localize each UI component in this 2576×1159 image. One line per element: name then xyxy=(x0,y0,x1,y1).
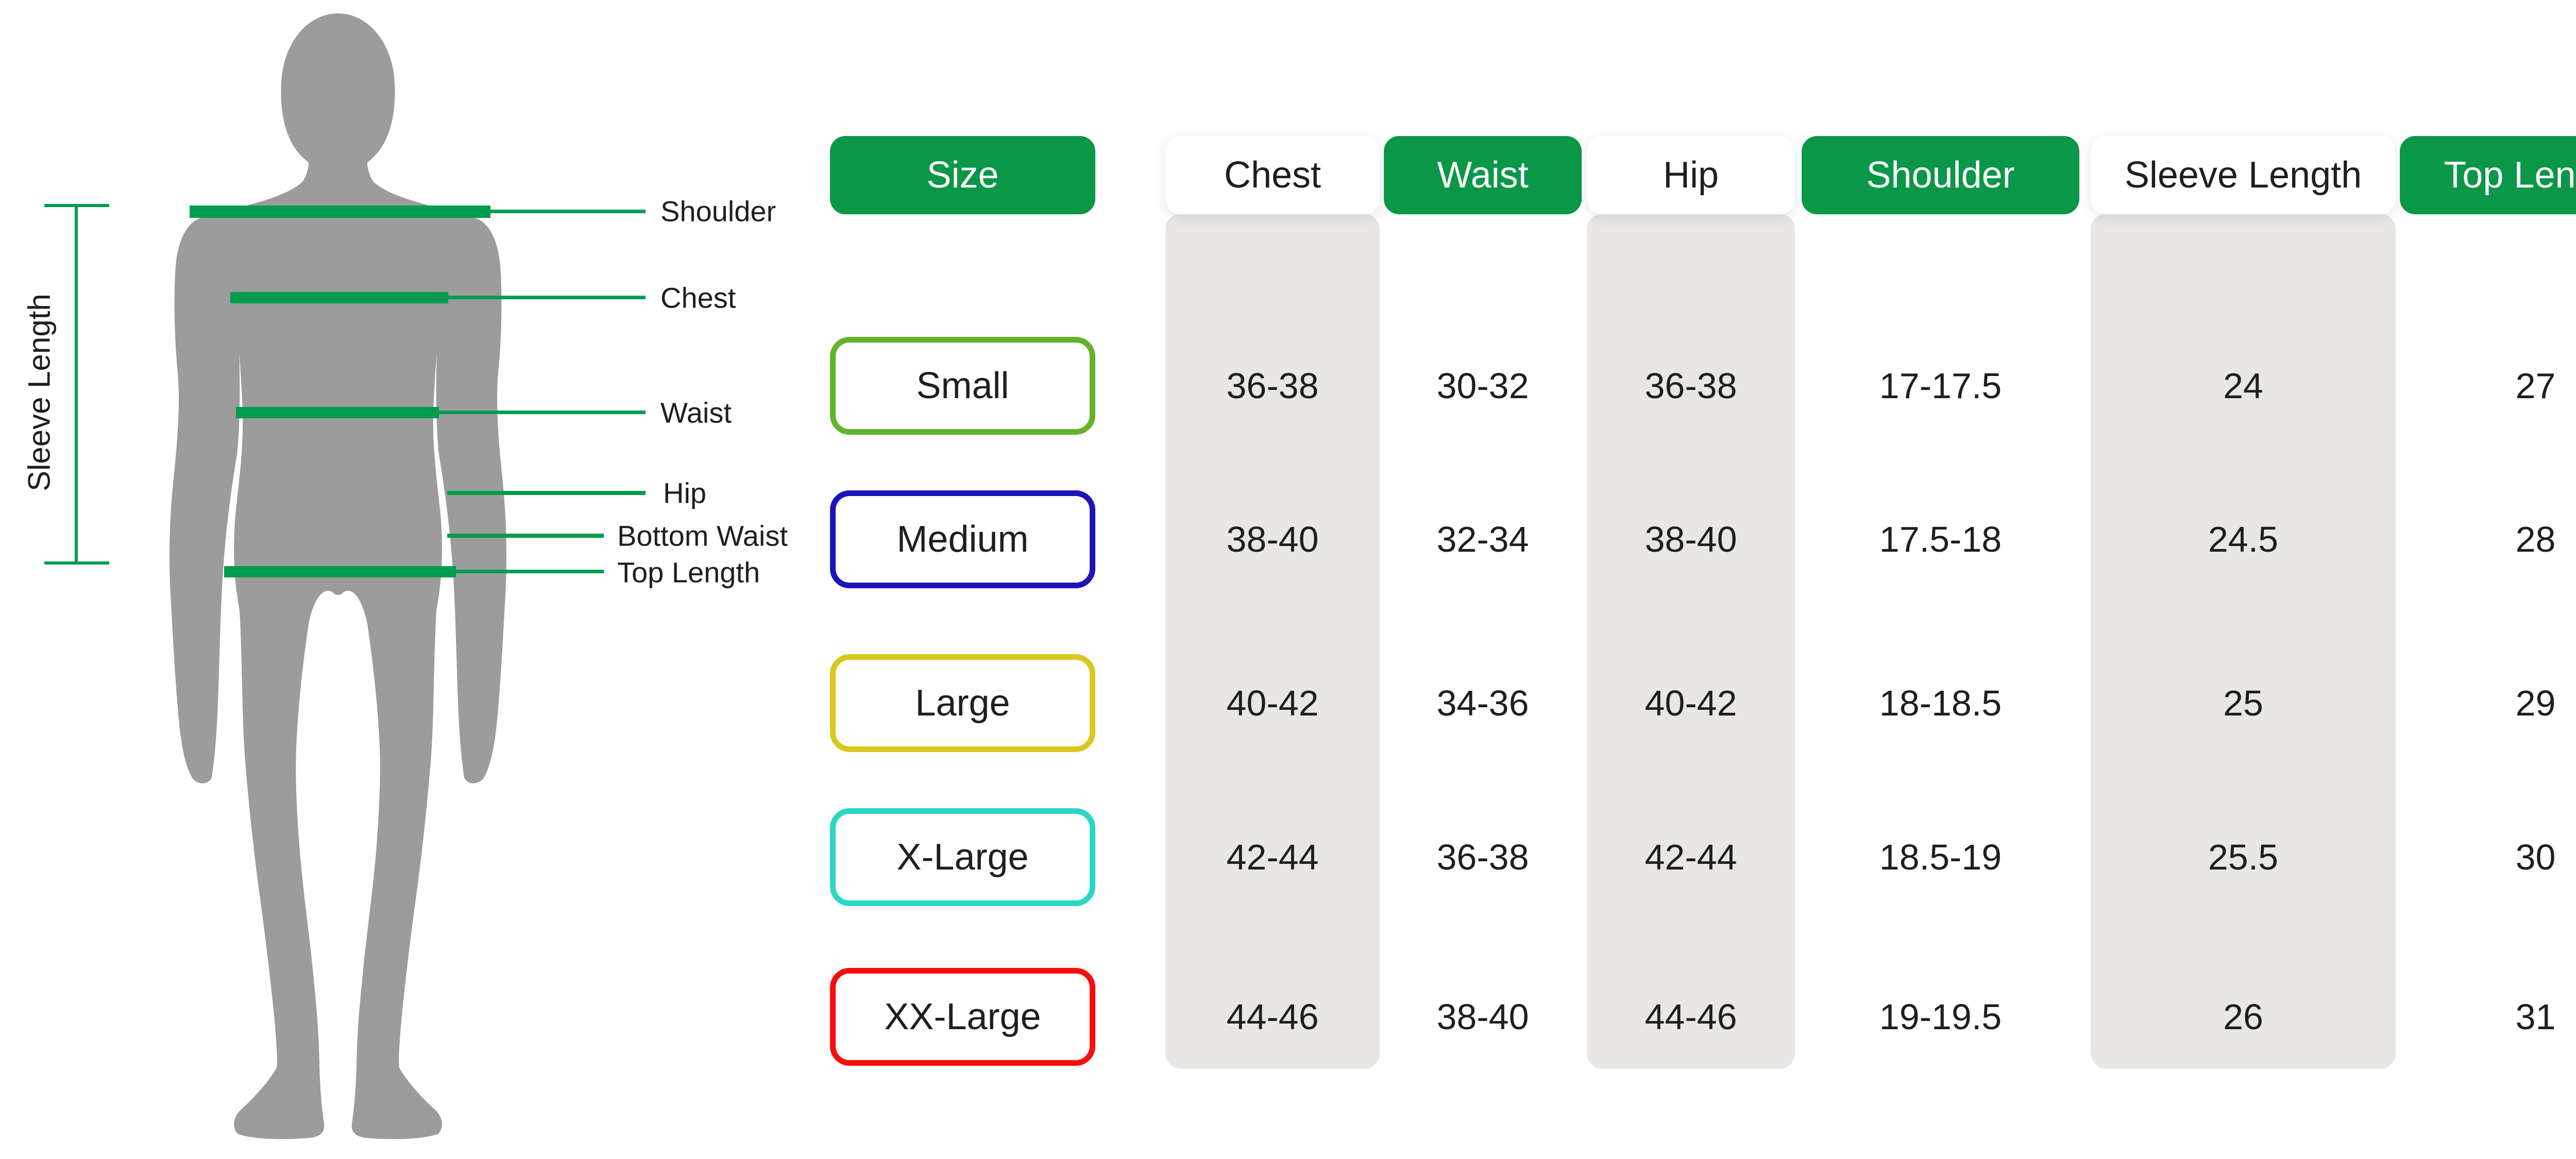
cell-small-chest: 36-38 xyxy=(1226,366,1319,406)
cell-large-chest: 40-42 xyxy=(1226,683,1319,723)
cell-large-sleeve-length: 25 xyxy=(2223,683,2263,723)
hip-line xyxy=(447,491,646,495)
cell-x-large-chest: 42-44 xyxy=(1226,837,1319,877)
cell-xx-large-shoulder: 19-19.5 xyxy=(1879,997,2002,1037)
cell-medium-hip: 38-40 xyxy=(1645,519,1737,559)
cell-x-large-top-length: 30 xyxy=(2515,837,2556,877)
top-length-line-thin xyxy=(456,570,604,573)
cell-medium-shoulder: 17.5-18 xyxy=(1879,519,2002,559)
waist-line-thin xyxy=(439,411,646,414)
label-waist: Waist xyxy=(660,396,732,429)
cell-xx-large-waist: 38-40 xyxy=(1436,997,1529,1037)
cell-small-sleeve-length: 24 xyxy=(2223,366,2263,406)
waist-line-thick xyxy=(236,407,439,418)
cell-x-large-waist: 36-38 xyxy=(1436,837,1529,877)
cell-large-hip: 40-42 xyxy=(1645,683,1737,723)
label-shoulder: Shoulder xyxy=(660,195,776,228)
cell-medium-sleeve-length: 24.5 xyxy=(2208,519,2279,559)
size-button-large: Large xyxy=(830,654,1095,752)
size-button-medium: Medium xyxy=(830,490,1095,588)
header-waist: Waist xyxy=(1384,136,1582,214)
cell-x-large-hip: 42-44 xyxy=(1645,837,1737,877)
cell-small-waist: 30-32 xyxy=(1436,366,1529,406)
sleeve-bracket-line xyxy=(75,205,78,564)
label-top-length: Top Length xyxy=(617,556,760,589)
header-top-length: Top Length xyxy=(2400,136,2576,214)
label-bottom-waist: Bottom Waist xyxy=(617,519,788,552)
cell-large-top-length: 29 xyxy=(2515,683,2556,723)
cell-xx-large-sleeve-length: 26 xyxy=(2223,997,2263,1037)
shoulder-line-thick xyxy=(190,206,490,218)
body-silhouette xyxy=(170,145,506,1139)
cell-xx-large-hip: 44-46 xyxy=(1645,997,1737,1037)
cell-x-large-shoulder: 18.5-19 xyxy=(1879,837,2002,877)
column-stripe-chest xyxy=(1165,214,1380,1069)
cell-small-hip: 36-38 xyxy=(1645,366,1737,406)
header-size: Size xyxy=(830,136,1095,214)
header-chest: Chest xyxy=(1165,136,1380,214)
cell-medium-chest: 38-40 xyxy=(1226,519,1319,559)
label-chest: Chest xyxy=(660,281,736,314)
top-length-line-thick xyxy=(224,566,456,577)
column-stripe-hip xyxy=(1587,214,1795,1069)
cell-medium-top-length: 28 xyxy=(2515,519,2556,559)
sleeve-length-bracket xyxy=(44,204,109,565)
column-stripe-sleeve-length xyxy=(2091,214,2396,1069)
size-button-small: Small xyxy=(830,337,1095,435)
sleeve-bracket-bottom-cap xyxy=(44,561,109,565)
cell-xx-large-chest: 44-46 xyxy=(1226,997,1319,1037)
cell-small-top-length: 27 xyxy=(2515,366,2556,406)
sleeve-bracket-top-cap xyxy=(44,204,109,207)
cell-medium-waist: 32-34 xyxy=(1436,519,1529,559)
body-measurement-diagram xyxy=(44,13,646,1139)
chest-line-thin xyxy=(448,296,646,299)
cell-large-shoulder: 18-18.5 xyxy=(1879,683,2002,723)
cell-x-large-sleeve-length: 25.5 xyxy=(2208,837,2279,877)
shoulder-line-thin xyxy=(490,210,646,213)
sleeve-length-label: Sleeve Length xyxy=(22,294,57,491)
size-button-xx-large: XX-Large xyxy=(830,968,1095,1066)
label-hip: Hip xyxy=(663,476,707,509)
chest-line-thick xyxy=(230,292,448,303)
cell-xx-large-top-length: 31 xyxy=(2515,997,2556,1037)
head-silhouette xyxy=(281,13,395,179)
header-sleeve-length: Sleeve Length xyxy=(2091,136,2396,214)
bottom-waist-line xyxy=(447,534,604,538)
cell-large-waist: 34-36 xyxy=(1436,683,1529,723)
size-button-x-large: X-Large xyxy=(830,808,1095,906)
header-shoulder: Shoulder xyxy=(1802,136,2079,214)
header-hip: Hip xyxy=(1587,136,1795,214)
measurement-lines xyxy=(190,206,646,577)
cell-small-shoulder: 17-17.5 xyxy=(1879,366,2002,406)
